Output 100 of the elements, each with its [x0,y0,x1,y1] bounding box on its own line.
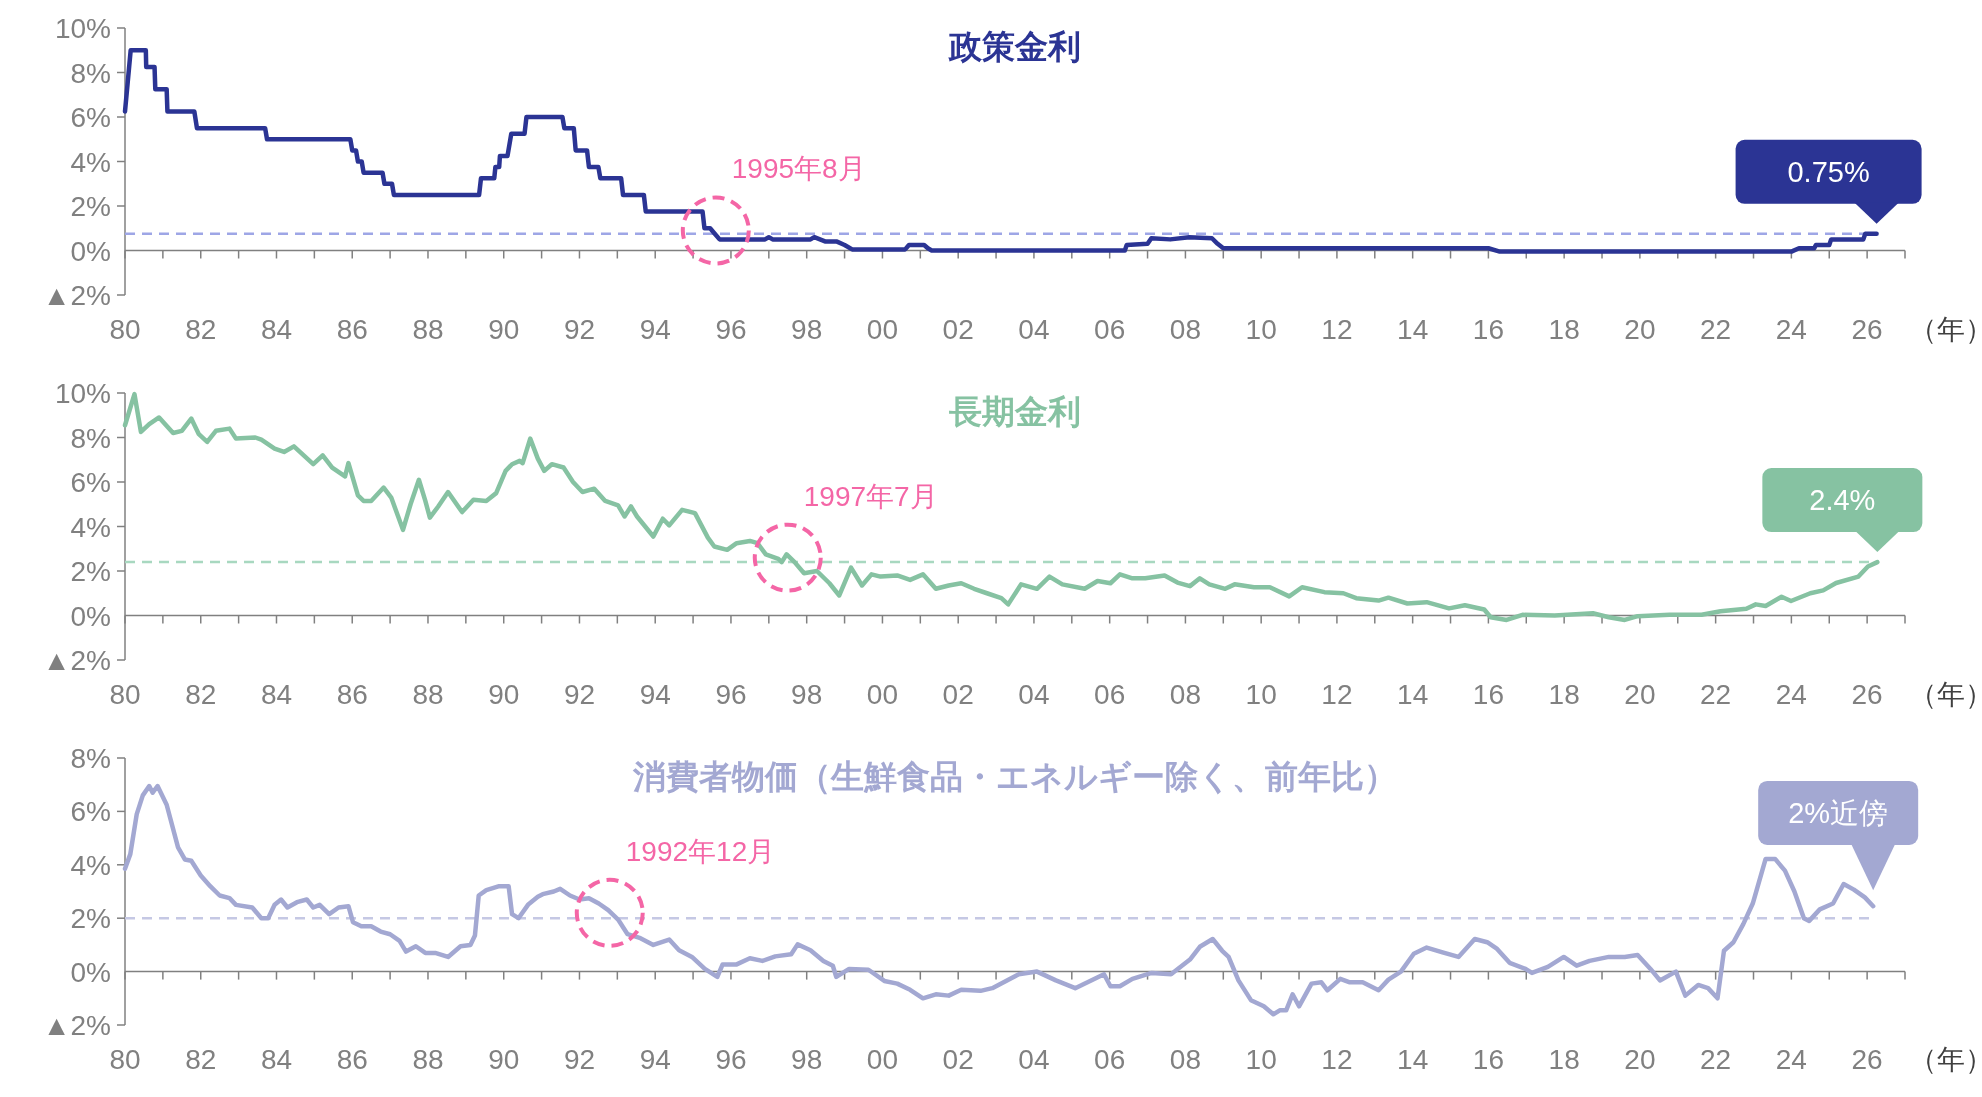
x-tick-label: 22 [1700,1044,1732,1075]
chart-title: 長期金利 [948,393,1081,430]
x-tick-label: 90 [488,1044,520,1075]
y-tick-label: 8% [70,743,111,774]
y-tick-label: 0% [70,956,111,988]
y-tick-label: 10% [54,13,111,44]
x-tick-label: 98 [791,314,823,345]
y-tick-label: 10% [54,378,111,409]
x-tick-label: 02 [942,679,974,710]
x-tick-label: 26 [1851,314,1883,345]
x-tick-label: 26 [1851,679,1883,710]
x-tick-label: 96 [715,314,747,345]
x-tick-label: 94 [639,314,671,345]
x-tick-label: 14 [1397,679,1429,710]
x-tick-label: 80 [109,679,141,710]
x-axis-title: （年） [1909,314,1982,345]
annotation: 2.4% [1809,484,1876,517]
x-tick-label: 22 [1700,679,1732,710]
x-tick-label: 26 [1851,1044,1883,1075]
x-tick-label: 12 [1321,1044,1353,1075]
x-tick-label: 84 [260,1044,293,1075]
y-tick-label: 4% [70,849,111,881]
x-tick-label: 96 [715,679,747,710]
y-tick-label: 8% [70,57,111,89]
x-tick-label: 02 [942,314,974,345]
y-tick-label: 2% [70,191,111,222]
y-tick-label: 6% [70,796,111,828]
y-tick-label: 2% [70,903,111,935]
x-tick-label: 08 [1169,1044,1201,1075]
x-tick-label: 90 [488,679,520,710]
y-tick-label: ▲2% [42,645,111,676]
x-tick-label: 96 [715,1044,747,1075]
x-tick-label: 80 [109,1044,141,1075]
x-tick-label: 24 [1775,679,1807,710]
x-tick-label: 88 [412,1044,444,1075]
x-tick-label: 04 [1018,314,1050,345]
x-tick-label: 20 [1624,1044,1656,1075]
x-tick-label: 04 [1018,679,1050,710]
x-tick-label: 00 [866,1044,899,1075]
x-tick-label: 16 [1472,1044,1504,1075]
y-tick-label: 4% [70,146,111,178]
annotation: 1997年7月 [803,480,938,512]
x-tick-label: 04 [1018,1044,1050,1075]
x-tick-label: 94 [639,1044,671,1075]
x-tick-label: 92 [563,679,596,710]
annotation: 1992年12月 [625,835,776,867]
x-tick-label: 02 [942,1044,974,1075]
x-tick-label: 86 [336,679,368,710]
y-tick-label: 4% [70,511,111,543]
x-tick-label: 86 [336,1044,368,1075]
x-tick-label: 82 [185,1044,217,1075]
y-tick-label: 2% [70,556,111,587]
x-tick-label: 20 [1624,679,1656,710]
y-tick-label: ▲2% [42,1010,111,1041]
x-tick-label: 22 [1700,314,1732,345]
x-tick-label: 10 [1245,679,1277,710]
x-tick-label: 06 [1094,314,1126,345]
x-tick-label: 18 [1548,1044,1580,1075]
x-tick-label: 14 [1397,314,1429,345]
x-tick-label: 24 [1775,314,1807,345]
x-tick-label: 14 [1397,1044,1429,1075]
x-tick-label: 92 [563,314,596,345]
x-tick-label: 90 [488,314,520,345]
x-tick-label: 16 [1472,679,1504,710]
x-tick-label: 86 [336,314,368,345]
x-tick-label: 80 [109,314,141,345]
x-axis-title: （年） [1909,679,1982,710]
x-tick-label: 94 [639,679,671,710]
x-tick-label: 98 [791,679,823,710]
x-tick-label: 82 [185,679,217,710]
x-tick-label: 06 [1094,1044,1126,1075]
annotation: 1995年8月 [731,153,866,185]
x-tick-label: 18 [1548,314,1580,345]
x-tick-label: 88 [412,679,444,710]
x-tick-label: 06 [1094,679,1126,710]
chart-title: 消費者物価（生鮮食品・エネルギー除く、前年比） [632,758,1397,795]
x-tick-label: 10 [1245,1044,1277,1075]
x-tick-label: 00 [866,679,899,710]
x-tick-label: 98 [791,1044,823,1075]
y-tick-label: ▲2% [42,280,111,311]
x-tick-label: 10 [1245,314,1277,345]
x-tick-label: 12 [1321,679,1353,710]
x-axis-title: （年） [1909,1044,1982,1075]
x-tick-label: 24 [1775,1044,1807,1075]
x-tick-label: 00 [866,314,899,345]
x-tick-label: 12 [1321,314,1353,345]
annotation: 0.75% [1787,155,1870,188]
annotation: 2%近傍 [1788,796,1889,829]
y-tick-label: 0% [70,600,111,632]
x-tick-label: 82 [185,314,217,345]
chart-title: 政策金利 [948,28,1081,65]
y-tick-label: 6% [70,467,111,498]
x-tick-label: 84 [260,314,293,345]
x-tick-label: 16 [1472,314,1504,345]
x-tick-label: 88 [412,314,444,345]
x-tick-label: 84 [260,679,293,710]
x-tick-label: 92 [563,1044,596,1075]
y-tick-label: 6% [70,102,111,133]
x-tick-label: 08 [1169,679,1201,710]
x-tick-label: 20 [1624,314,1656,345]
